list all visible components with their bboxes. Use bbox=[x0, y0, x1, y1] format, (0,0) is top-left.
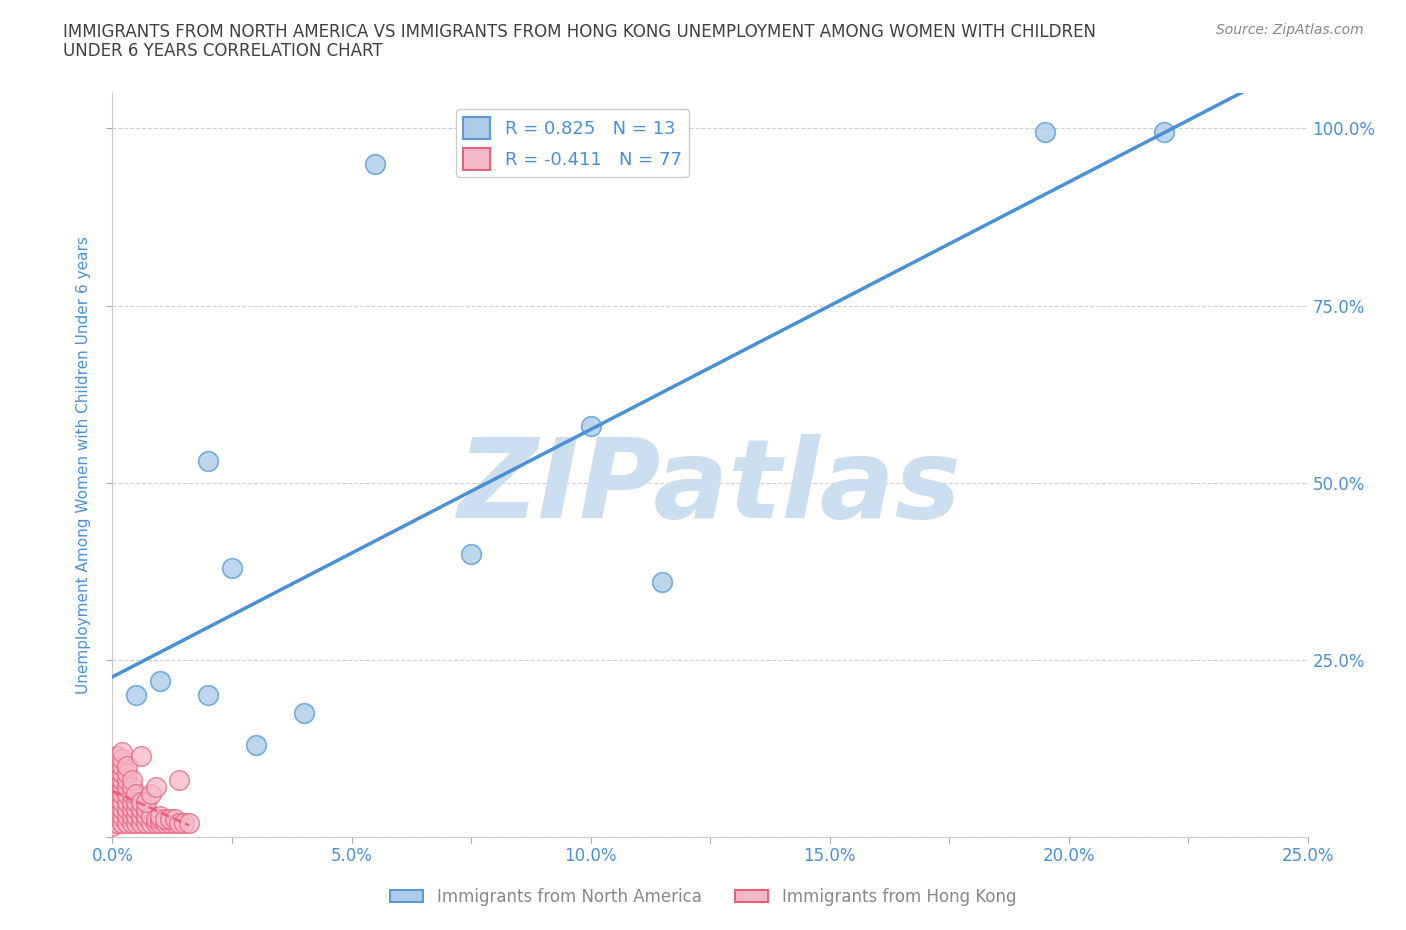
Point bbox=[101, 787, 124, 802]
Point bbox=[111, 787, 134, 802]
Point bbox=[101, 819, 124, 834]
Point bbox=[111, 765, 134, 780]
Point bbox=[145, 816, 167, 830]
Point bbox=[139, 816, 162, 830]
Point bbox=[105, 783, 128, 798]
Point bbox=[364, 156, 387, 171]
Point bbox=[135, 794, 157, 809]
Point bbox=[135, 808, 157, 823]
Text: Source: ZipAtlas.com: Source: ZipAtlas.com bbox=[1216, 23, 1364, 37]
Point bbox=[135, 802, 157, 817]
Point bbox=[1033, 125, 1056, 140]
Point bbox=[129, 794, 152, 809]
Point bbox=[111, 794, 134, 809]
Point bbox=[105, 748, 128, 763]
Point bbox=[105, 802, 128, 817]
Text: IMMIGRANTS FROM NORTH AMERICA VS IMMIGRANTS FROM HONG KONG UNEMPLOYMENT AMONG WO: IMMIGRANTS FROM NORTH AMERICA VS IMMIGRA… bbox=[63, 23, 1097, 41]
Point bbox=[169, 816, 191, 830]
Point bbox=[111, 773, 134, 788]
Point bbox=[292, 706, 315, 721]
Point bbox=[111, 808, 134, 823]
Point bbox=[115, 808, 138, 823]
Point bbox=[149, 673, 172, 688]
Point bbox=[121, 773, 143, 788]
Point bbox=[245, 737, 267, 752]
Point bbox=[125, 802, 148, 817]
Point bbox=[101, 794, 124, 809]
Point bbox=[101, 804, 124, 819]
Point bbox=[163, 816, 186, 830]
Y-axis label: Unemployment Among Women with Children Under 6 years: Unemployment Among Women with Children U… bbox=[76, 236, 91, 694]
Point bbox=[163, 812, 186, 827]
Point bbox=[149, 812, 172, 827]
Point bbox=[111, 802, 134, 817]
Point bbox=[101, 780, 124, 795]
Text: ZIPatlas: ZIPatlas bbox=[458, 433, 962, 541]
Point bbox=[173, 816, 195, 830]
Point bbox=[111, 816, 134, 830]
Point bbox=[105, 777, 128, 791]
Point bbox=[145, 812, 167, 827]
Point bbox=[221, 560, 243, 575]
Point bbox=[129, 802, 152, 817]
Point bbox=[197, 688, 219, 703]
Point bbox=[121, 780, 143, 795]
Point bbox=[139, 787, 162, 802]
Text: UNDER 6 YEARS CORRELATION CHART: UNDER 6 YEARS CORRELATION CHART bbox=[63, 42, 382, 60]
Point bbox=[121, 816, 143, 830]
Point bbox=[115, 794, 138, 809]
Point bbox=[121, 794, 143, 809]
Point bbox=[460, 546, 482, 561]
Point bbox=[579, 418, 602, 433]
Point bbox=[169, 773, 191, 788]
Point bbox=[115, 773, 138, 788]
Point bbox=[115, 787, 138, 802]
Point bbox=[101, 773, 124, 788]
Point bbox=[197, 454, 219, 469]
Point bbox=[125, 816, 148, 830]
Point bbox=[159, 816, 181, 830]
Point bbox=[651, 575, 673, 590]
Point bbox=[129, 748, 152, 763]
Point bbox=[111, 745, 134, 760]
Point bbox=[105, 808, 128, 823]
Point bbox=[111, 780, 134, 795]
Point bbox=[125, 787, 148, 802]
Point bbox=[105, 769, 128, 784]
Point bbox=[135, 816, 157, 830]
Point bbox=[115, 780, 138, 795]
Point bbox=[129, 808, 152, 823]
Point bbox=[129, 816, 152, 830]
Point bbox=[139, 808, 162, 823]
Point bbox=[105, 816, 128, 830]
Point bbox=[111, 751, 134, 766]
Point bbox=[111, 759, 134, 774]
Point bbox=[177, 816, 200, 830]
Point bbox=[105, 755, 128, 770]
Legend: Immigrants from North America, Immigrants from Hong Kong: Immigrants from North America, Immigrant… bbox=[384, 881, 1022, 912]
Point bbox=[153, 816, 176, 830]
Point bbox=[145, 780, 167, 795]
Point bbox=[115, 765, 138, 780]
Legend: R = 0.825   N = 13, R = -0.411   N = 77: R = 0.825 N = 13, R = -0.411 N = 77 bbox=[456, 110, 689, 177]
Point bbox=[125, 808, 148, 823]
Point bbox=[153, 812, 176, 827]
Point bbox=[125, 794, 148, 809]
Point bbox=[105, 763, 128, 777]
Point bbox=[115, 816, 138, 830]
Point bbox=[115, 802, 138, 817]
Point bbox=[159, 812, 181, 827]
Point bbox=[149, 816, 172, 830]
Point bbox=[105, 790, 128, 805]
Point bbox=[149, 808, 172, 823]
Point bbox=[1153, 125, 1175, 140]
Point bbox=[101, 812, 124, 827]
Point bbox=[121, 802, 143, 817]
Point bbox=[121, 808, 143, 823]
Point bbox=[115, 759, 138, 774]
Point bbox=[121, 787, 143, 802]
Point bbox=[125, 688, 148, 703]
